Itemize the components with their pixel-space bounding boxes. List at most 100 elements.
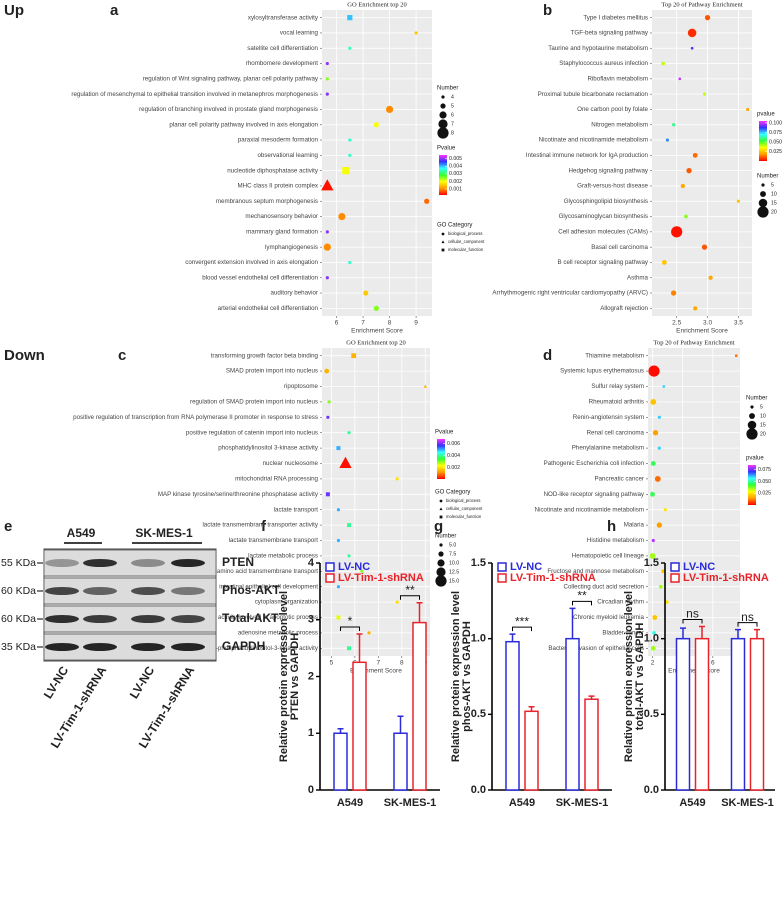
panel-label: Up xyxy=(4,2,24,19)
dot xyxy=(658,584,663,589)
blot-band xyxy=(131,643,165,651)
category-label: cysteine-type endopeptidase activity inv… xyxy=(137,614,318,621)
legend-label: LV-NC xyxy=(510,561,542,573)
dot xyxy=(324,368,330,374)
dot xyxy=(701,244,708,250)
y-tick-label: 0.0 xyxy=(644,784,659,796)
category-label: planar cell polarity pathway involved in… xyxy=(169,121,318,128)
x-tick-label: 9 xyxy=(414,320,418,327)
significance-bracket xyxy=(737,622,758,627)
legend-swatch xyxy=(497,562,507,572)
legend-size xyxy=(760,191,766,197)
category-label: Chronic myeloid leukemia xyxy=(573,614,644,621)
panel-label: b xyxy=(543,2,552,19)
category-label: Staphylococcus aureus infection xyxy=(559,60,648,67)
category-label: Asthma xyxy=(627,274,649,281)
panel-label: f xyxy=(261,518,267,535)
category-label: Type I diabetes mellitus xyxy=(583,14,648,21)
legend-label: 20 xyxy=(771,209,777,215)
legend-label: 20 xyxy=(760,431,766,437)
color-bar xyxy=(439,155,447,195)
category-label: L-alpha-amino acid transmembrane transpo… xyxy=(194,568,318,575)
legend-label: 4 xyxy=(451,94,454,100)
x-tick-label: A549 xyxy=(337,797,363,809)
dot xyxy=(339,456,352,468)
legend-label: LV-Tim-1-shRNA xyxy=(510,572,596,584)
dot xyxy=(690,46,694,50)
category-label: Nicotinate and nicotinamide metabolism xyxy=(539,137,648,144)
legend-label: 5 xyxy=(760,404,763,410)
dot xyxy=(348,138,352,142)
blot-band xyxy=(45,559,79,567)
category-label: Phenylalanine metabolism xyxy=(572,445,644,452)
category-label: nuclear nucleosome xyxy=(263,460,319,467)
legend-size xyxy=(438,551,444,557)
category-label: Fructose and mannose metabolism xyxy=(547,568,644,575)
error-bar xyxy=(569,607,576,639)
x-tick-label: 6 xyxy=(711,660,715,667)
y-tick-label: 0.5 xyxy=(471,708,486,720)
bar xyxy=(584,698,599,791)
dot xyxy=(325,230,329,234)
legend-swatch xyxy=(670,562,680,572)
panel-label: c xyxy=(118,347,126,364)
legend-label: biological_process xyxy=(448,231,482,236)
x-tick-label: 7 xyxy=(361,320,365,327)
color-bar xyxy=(437,439,445,479)
dot xyxy=(424,198,430,204)
category-label: NOD-like receptor signaling pathway xyxy=(544,491,645,498)
legend-label: 0.003 xyxy=(449,171,462,177)
category-label: lactate metabolic process xyxy=(248,553,318,560)
legend-label: 7.5 xyxy=(449,551,456,557)
blot-group: SK-MES-1 xyxy=(135,526,193,540)
y-tick-label: 0 xyxy=(308,784,314,796)
blot-weight: 55 KDa xyxy=(1,557,36,569)
bar xyxy=(730,637,746,791)
category-label: SMAD protein import into nucleus xyxy=(226,368,318,375)
legend-title: pvalue xyxy=(746,456,764,462)
y-tick-label: 3 xyxy=(308,614,314,626)
category-label: convergent extension involved in axis el… xyxy=(185,259,318,266)
blot-weight: 60 KDa xyxy=(1,613,36,625)
legend-label: 0.004 xyxy=(449,164,462,170)
dot xyxy=(338,212,346,221)
legend-label: 15 xyxy=(760,422,766,428)
dot xyxy=(652,430,659,436)
legend-title: GO Category xyxy=(435,490,470,496)
y-tick-label: 1 xyxy=(308,727,314,739)
error-bar xyxy=(356,633,363,663)
bar xyxy=(749,637,765,791)
dot xyxy=(746,107,750,112)
x-tick-label: SK-MES-1 xyxy=(556,797,609,809)
dot xyxy=(651,538,655,543)
significance-bracket xyxy=(400,595,420,600)
legend-title: Number xyxy=(437,86,458,92)
legend-label: 0.025 xyxy=(758,491,771,497)
y-tick-label: 4 xyxy=(308,557,315,569)
legend-swatch xyxy=(670,573,680,583)
panel-label: Down xyxy=(4,347,45,364)
category-label: observational learning xyxy=(257,152,318,159)
category-label: Pancreatic cancer xyxy=(594,476,644,483)
category-label: Glycosaminoglycan biosynthesis xyxy=(559,213,648,220)
legend-title: Pvalue xyxy=(435,430,454,436)
legend-label: 10 xyxy=(760,413,766,419)
dot xyxy=(708,275,713,280)
y-axis-title: Relative protein expression level xyxy=(450,591,462,762)
error-bar xyxy=(416,601,423,623)
dot xyxy=(686,167,692,174)
category-label: MHC class II protein complex xyxy=(238,183,319,190)
x-tick-label: 8 xyxy=(388,320,392,327)
legend-size xyxy=(750,405,754,409)
category-label: B cell receptor signaling pathway xyxy=(558,259,649,266)
legend-label: LV-NC xyxy=(683,561,715,573)
dot xyxy=(336,538,341,543)
category-label: ripoptosome xyxy=(284,383,319,390)
dot xyxy=(665,138,670,142)
blot-protein: PTEN xyxy=(222,555,254,569)
category-label: Thiamine metabolism xyxy=(585,352,644,359)
dot xyxy=(423,384,428,388)
dot xyxy=(649,552,656,559)
category-label: Nicotinate and nicotinamide metabolism xyxy=(535,506,644,513)
legend-label: 0.004 xyxy=(447,453,460,459)
